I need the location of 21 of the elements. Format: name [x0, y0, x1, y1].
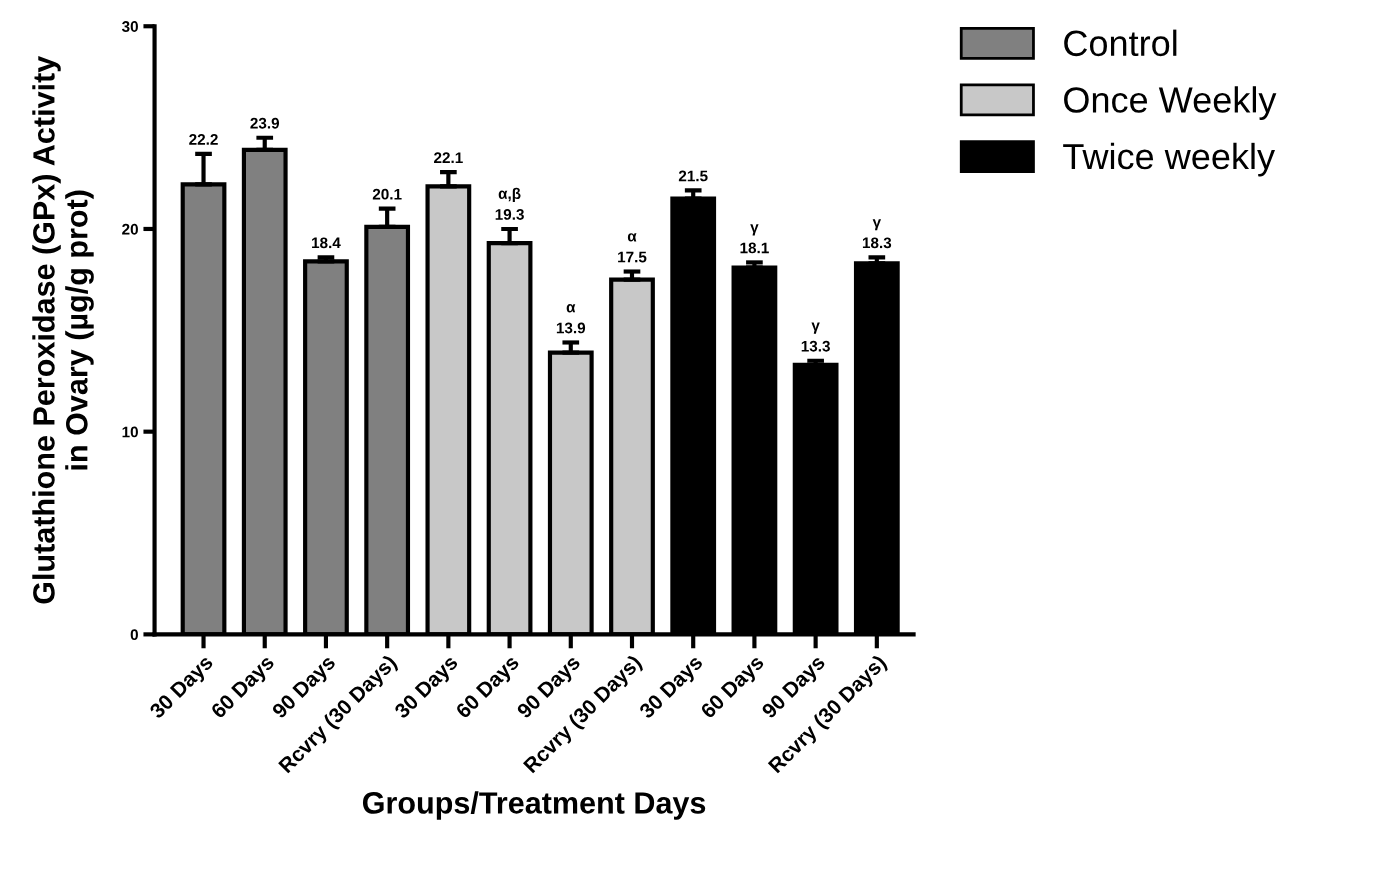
data-label: α,β 19.3: [495, 187, 524, 220]
y-tick-label: 10: [122, 426, 138, 438]
data-label: 23.9: [250, 117, 280, 129]
y-axis-title: Glutathione Peroxidase (GPx) Activity in Ovary (µg/g prot): [32, 55, 94, 604]
y-tick-label: 0: [130, 629, 138, 641]
data-label: 22.1: [434, 152, 463, 163]
x-axis-title: Groups/Treatment Days: [362, 791, 706, 820]
data-label: γ 13.3: [801, 322, 830, 352]
legend-label: Once Weekly: [1064, 86, 1277, 120]
data-label: 18.4: [312, 237, 341, 249]
data-label: α 17.5: [618, 233, 647, 263]
data-label: γ 18.1: [740, 224, 769, 254]
legend-label: Control: [1064, 29, 1177, 57]
data-label: γ 18.3: [862, 219, 892, 249]
legend-label: Twice weekly: [1063, 142, 1276, 177]
data-label: 20.1: [372, 188, 402, 200]
data-label: α 13.9: [556, 304, 586, 334]
data-label: 22.2: [189, 134, 218, 145]
y-tick-label: 20: [122, 223, 138, 235]
y-tick-label: 30: [121, 21, 138, 32]
data-label: 21.5: [678, 170, 708, 182]
